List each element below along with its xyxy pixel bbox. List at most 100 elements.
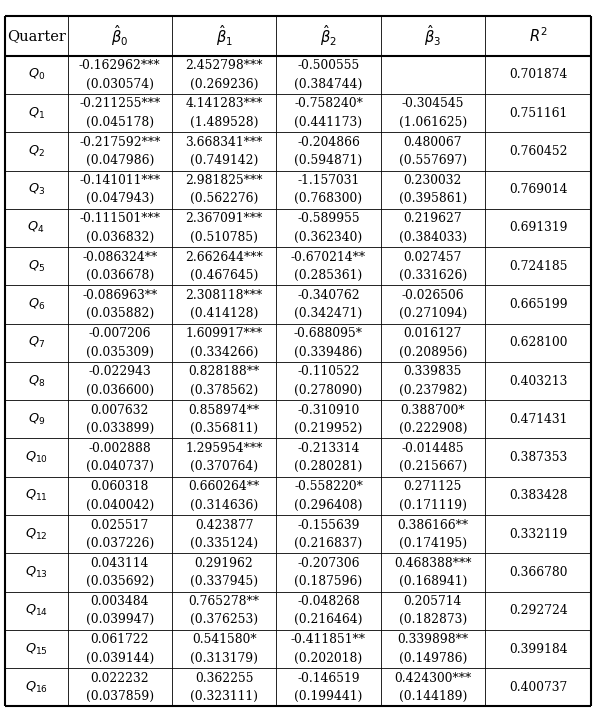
Text: 3.668341***: 3.668341*** <box>185 136 263 148</box>
Text: (1.489528): (1.489528) <box>190 116 258 129</box>
Text: (0.208956): (0.208956) <box>399 346 467 359</box>
Text: $Q_{7}$: $Q_{7}$ <box>27 335 45 350</box>
Text: (0.040737): (0.040737) <box>86 460 154 474</box>
Text: 0.219627: 0.219627 <box>403 212 462 225</box>
Text: (0.237982): (0.237982) <box>399 384 467 397</box>
Text: 0.388700*: 0.388700* <box>401 404 465 417</box>
Text: (0.039144): (0.039144) <box>86 652 154 665</box>
Text: 0.660264**: 0.660264** <box>188 480 260 493</box>
Text: -0.500555: -0.500555 <box>297 59 359 72</box>
Text: (0.278090): (0.278090) <box>294 384 362 397</box>
Text: 0.665199: 0.665199 <box>509 298 567 311</box>
Text: 0.760452: 0.760452 <box>509 145 567 158</box>
Text: 0.022232: 0.022232 <box>91 672 149 684</box>
Text: -0.589955: -0.589955 <box>297 212 360 225</box>
Text: (0.036832): (0.036832) <box>86 231 154 244</box>
Text: (0.594871): (0.594871) <box>294 154 362 167</box>
Text: $R^2$: $R^2$ <box>529 26 548 45</box>
Text: $Q_{9}$: $Q_{9}$ <box>27 412 45 427</box>
Text: (0.285361): (0.285361) <box>294 269 362 282</box>
Text: (0.202018): (0.202018) <box>294 652 362 665</box>
Text: 0.423877: 0.423877 <box>195 518 253 532</box>
Text: 0.468388***: 0.468388*** <box>394 557 471 570</box>
Text: 0.003484: 0.003484 <box>91 595 149 608</box>
Text: (0.216464): (0.216464) <box>294 613 363 626</box>
Text: (0.342471): (0.342471) <box>294 307 362 320</box>
Text: (0.269236): (0.269236) <box>190 77 258 90</box>
Text: (0.384033): (0.384033) <box>399 231 467 244</box>
Text: 0.765278**: 0.765278** <box>188 595 260 608</box>
Text: $\hat{\beta}_3$: $\hat{\beta}_3$ <box>424 23 442 48</box>
Text: 0.480067: 0.480067 <box>403 136 462 148</box>
Text: 0.383428: 0.383428 <box>509 489 567 503</box>
Text: (0.339486): (0.339486) <box>294 346 363 359</box>
Text: (0.182873): (0.182873) <box>399 613 467 626</box>
Text: (0.376253): (0.376253) <box>190 613 258 626</box>
Text: 0.339898**: 0.339898** <box>398 633 468 646</box>
Text: (0.334266): (0.334266) <box>190 346 258 359</box>
Text: -0.213314: -0.213314 <box>297 442 360 455</box>
Text: -0.007206: -0.007206 <box>88 327 151 340</box>
Text: (0.199441): (0.199441) <box>294 690 363 703</box>
Text: 0.027457: 0.027457 <box>403 251 462 263</box>
Text: 0.205714: 0.205714 <box>403 595 462 608</box>
Text: $Q_{1}$: $Q_{1}$ <box>27 106 45 121</box>
Text: -0.670214**: -0.670214** <box>291 251 366 263</box>
Text: (1.061625): (1.061625) <box>399 116 467 129</box>
Text: 1.295954***: 1.295954*** <box>185 442 263 455</box>
Text: 0.060318: 0.060318 <box>91 480 149 493</box>
Text: 1.609917***: 1.609917*** <box>185 327 263 340</box>
Text: -0.048268: -0.048268 <box>297 595 360 608</box>
Text: (0.384744): (0.384744) <box>294 77 363 90</box>
Text: (0.510785): (0.510785) <box>190 231 258 244</box>
Text: 2.452798***: 2.452798*** <box>185 59 263 72</box>
Text: 0.400737: 0.400737 <box>509 681 567 694</box>
Text: 2.662644***: 2.662644*** <box>185 251 263 263</box>
Text: 0.271125: 0.271125 <box>403 480 462 493</box>
Text: -0.204866: -0.204866 <box>297 136 360 148</box>
Text: (0.222908): (0.222908) <box>399 422 467 435</box>
Text: $Q_{4}$: $Q_{4}$ <box>27 220 45 236</box>
Text: (0.149786): (0.149786) <box>399 652 467 665</box>
Text: (0.335124): (0.335124) <box>190 537 258 550</box>
Text: $Q_{16}$: $Q_{16}$ <box>24 679 48 695</box>
Text: -0.162962***: -0.162962*** <box>79 59 160 72</box>
Text: 0.628100: 0.628100 <box>509 337 567 349</box>
Text: (0.356811): (0.356811) <box>190 422 258 435</box>
Text: (0.144189): (0.144189) <box>399 690 467 703</box>
Text: (0.296408): (0.296408) <box>294 498 363 512</box>
Text: 2.981825***: 2.981825*** <box>185 174 263 187</box>
Text: 0.691319: 0.691319 <box>509 222 567 234</box>
Text: $Q_{13}$: $Q_{13}$ <box>24 565 48 580</box>
Text: (0.314636): (0.314636) <box>190 498 258 512</box>
Text: (0.171119): (0.171119) <box>399 498 467 512</box>
Text: 0.403213: 0.403213 <box>509 375 567 388</box>
Text: (0.441173): (0.441173) <box>294 116 362 129</box>
Text: $Q_{2}$: $Q_{2}$ <box>27 144 45 159</box>
Text: 0.061722: 0.061722 <box>91 633 149 646</box>
Text: $Q_{10}$: $Q_{10}$ <box>24 450 48 465</box>
Text: (0.039947): (0.039947) <box>86 613 154 626</box>
Text: (0.040042): (0.040042) <box>86 498 154 512</box>
Text: (0.035692): (0.035692) <box>86 575 154 588</box>
Text: -0.086963**: -0.086963** <box>82 289 157 302</box>
Text: (0.362340): (0.362340) <box>294 231 362 244</box>
Text: 0.386166**: 0.386166** <box>398 518 468 532</box>
Text: (0.215667): (0.215667) <box>399 460 467 474</box>
Text: $Q_{5}$: $Q_{5}$ <box>27 258 45 274</box>
Text: (0.035882): (0.035882) <box>86 307 154 320</box>
Text: 0.366780: 0.366780 <box>509 566 567 579</box>
Text: -0.411851**: -0.411851** <box>291 633 366 646</box>
Text: (0.047943): (0.047943) <box>86 192 154 205</box>
Text: (0.033899): (0.033899) <box>86 422 154 435</box>
Text: -0.146519: -0.146519 <box>297 672 360 684</box>
Text: (0.047986): (0.047986) <box>86 154 154 167</box>
Text: -0.026506: -0.026506 <box>402 289 464 302</box>
Text: -0.340762: -0.340762 <box>297 289 360 302</box>
Text: 2.308118***: 2.308118*** <box>185 289 263 302</box>
Text: (0.174195): (0.174195) <box>399 537 467 550</box>
Text: (0.045178): (0.045178) <box>86 116 154 129</box>
Text: Quarter: Quarter <box>7 28 66 43</box>
Text: (0.216837): (0.216837) <box>294 537 362 550</box>
Text: -0.110522: -0.110522 <box>297 366 360 378</box>
